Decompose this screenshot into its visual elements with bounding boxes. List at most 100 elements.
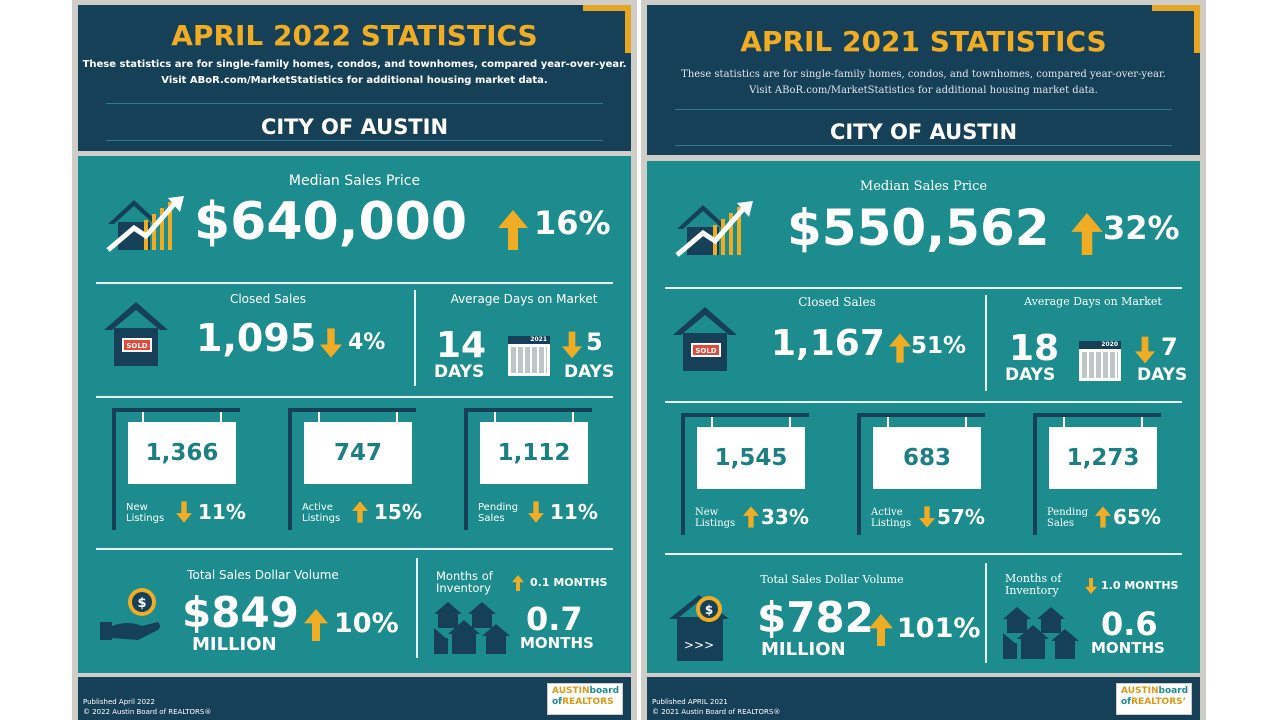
arrow-down-icon xyxy=(1085,578,1097,594)
sign-pct: 65% xyxy=(1113,505,1161,529)
median-pct: 16% xyxy=(534,204,611,242)
volume-label: Total Sales Dollar Volume xyxy=(187,568,339,582)
subtitle-line-1: These statistics are for single-family h… xyxy=(681,69,1166,80)
header: APRIL 2021 STATISTICS These statistics a… xyxy=(647,5,1200,155)
new-listings-sign: 1,545 New Listings 33% xyxy=(681,413,831,543)
divider xyxy=(985,295,987,391)
divider xyxy=(96,548,613,550)
subtitle: These statistics are for single-family h… xyxy=(647,67,1200,99)
volume-value: $782 xyxy=(757,593,874,642)
closed-label: Closed Sales xyxy=(229,292,307,306)
subtitle-line-2: Visit ABoR.com/MarketStatistics for addi… xyxy=(161,75,548,86)
closed-pct: 4% xyxy=(348,330,386,355)
header: APRIL 2022 STATISTICS These statistics a… xyxy=(78,5,631,151)
divider xyxy=(665,287,1182,289)
median-value: $550,562 xyxy=(787,199,1050,257)
calendar-icon: 2020 xyxy=(1079,341,1121,381)
arrow-down-icon xyxy=(320,328,342,358)
closed-label: Closed Sales xyxy=(798,295,876,309)
dom-value: 18 xyxy=(1009,328,1060,369)
active-listings-sign: 683 Active Listings 57% xyxy=(857,413,1007,543)
sign-label: Active Listings xyxy=(302,502,341,524)
arrow-up-icon xyxy=(743,506,759,528)
area-title: CITY OF AUSTIN xyxy=(829,120,1018,144)
page-title: APRIL 2021 STATISTICS xyxy=(740,25,1107,58)
sign-value: 683 xyxy=(873,427,981,489)
divider xyxy=(416,558,418,658)
calendar-year: 2021 xyxy=(530,336,547,343)
volume-unit: MILLION xyxy=(761,639,846,660)
house-chart-icon xyxy=(106,196,184,252)
subtitle-line-1: These statistics are for single-family h… xyxy=(82,59,627,70)
sign-label: Pending Sales xyxy=(1047,507,1089,529)
pending-sales-sign: 1,273 Pending Sales 65% xyxy=(1033,413,1183,543)
arrow-up-icon xyxy=(498,210,528,250)
houses-icon xyxy=(1003,607,1079,659)
dom-label: Average Days on Market xyxy=(1024,295,1162,308)
corner-accent xyxy=(583,5,631,53)
pending-sales-sign: 1,112 Pending Sales 11% xyxy=(464,408,614,538)
arrow-down-icon xyxy=(528,501,544,523)
abor-logo: AUSTINboard ofREALTORS xyxy=(547,683,623,715)
footer-text: Published APRIL 2021 © 2021 Austin Board … xyxy=(652,698,781,716)
sign-value: 747 xyxy=(304,422,412,484)
money-hand-icon: $ xyxy=(100,588,160,640)
sign-value: 1,112 xyxy=(480,422,588,484)
volume-pct: 101% xyxy=(897,613,981,644)
sign-label: New Listings xyxy=(695,507,736,529)
sold-house-icon: SOLD xyxy=(673,307,737,371)
sign-value: 1,273 xyxy=(1049,427,1157,489)
divider xyxy=(414,290,416,386)
closed-pct: 51% xyxy=(911,333,967,359)
moi-value: 0.7 xyxy=(526,600,583,638)
money-hand-icon: $ >>> xyxy=(669,595,729,661)
subtitle: These statistics are for single-family h… xyxy=(78,57,631,89)
arrow-up-icon xyxy=(512,575,524,591)
closed-value: 1,167 xyxy=(771,323,885,364)
sign-label: Pending Sales xyxy=(478,502,518,524)
sign-pct: 33% xyxy=(761,505,809,529)
arrow-down-icon xyxy=(919,506,935,528)
moi-change: 0.1 MONTHS xyxy=(530,576,608,589)
arrow-down-icon xyxy=(176,501,192,523)
moi-change: 1.0 MONTHS xyxy=(1101,579,1179,592)
dom-unit: DAYS xyxy=(1005,365,1056,385)
svg-text:$: $ xyxy=(137,596,146,611)
closed-value: 1,095 xyxy=(196,316,317,360)
sold-house-icon: SOLD xyxy=(104,302,168,366)
houses-icon xyxy=(434,602,510,654)
arrow-up-icon xyxy=(304,609,328,641)
moi-unit: MONTHS xyxy=(520,634,594,652)
volume-value: $849 xyxy=(182,588,299,637)
arrow-up-icon xyxy=(869,614,893,646)
stats-body: Median Sales Price $550,562 32% Closed S… xyxy=(647,161,1200,673)
sign-label: New Listings xyxy=(126,502,165,524)
moi-label: Months of Inventory xyxy=(1005,572,1062,597)
dom-label: Average Days on Market xyxy=(450,292,598,306)
divider xyxy=(665,401,1182,403)
dom-change: 7 xyxy=(1161,333,1178,361)
median-label: Median Sales Price xyxy=(288,173,421,189)
svg-text:SOLD: SOLD xyxy=(126,342,147,350)
footer: Published April 2022 © 2022 Austin Board … xyxy=(78,677,631,720)
volume-label: Total Sales Dollar Volume xyxy=(760,573,904,586)
volume-unit: MILLION xyxy=(192,634,277,655)
sign-value: 1,545 xyxy=(697,427,805,489)
area-title: CITY OF AUSTIN xyxy=(260,115,449,139)
svg-text:SOLD: SOLD xyxy=(695,347,716,355)
divider xyxy=(96,396,613,398)
corner-accent xyxy=(1152,5,1200,53)
svg-text:>>>: >>> xyxy=(684,638,714,652)
abor-logo: AUSTINboard ofREALTORS’ xyxy=(1116,683,1192,715)
arrow-up-icon xyxy=(1095,506,1111,528)
dom-change-unit: DAYS xyxy=(1137,365,1188,385)
median-value: $640,000 xyxy=(194,192,468,252)
divider xyxy=(675,145,1172,146)
divider xyxy=(106,140,603,141)
dom-unit: DAYS xyxy=(434,362,485,382)
divider xyxy=(675,109,1172,110)
median-label: Median Sales Price xyxy=(859,179,988,194)
calendar-icon: 2021 xyxy=(508,336,550,376)
arrow-down-icon xyxy=(562,331,582,359)
subtitle-line-2: Visit ABoR.com/MarketStatistics for addi… xyxy=(749,85,1098,96)
